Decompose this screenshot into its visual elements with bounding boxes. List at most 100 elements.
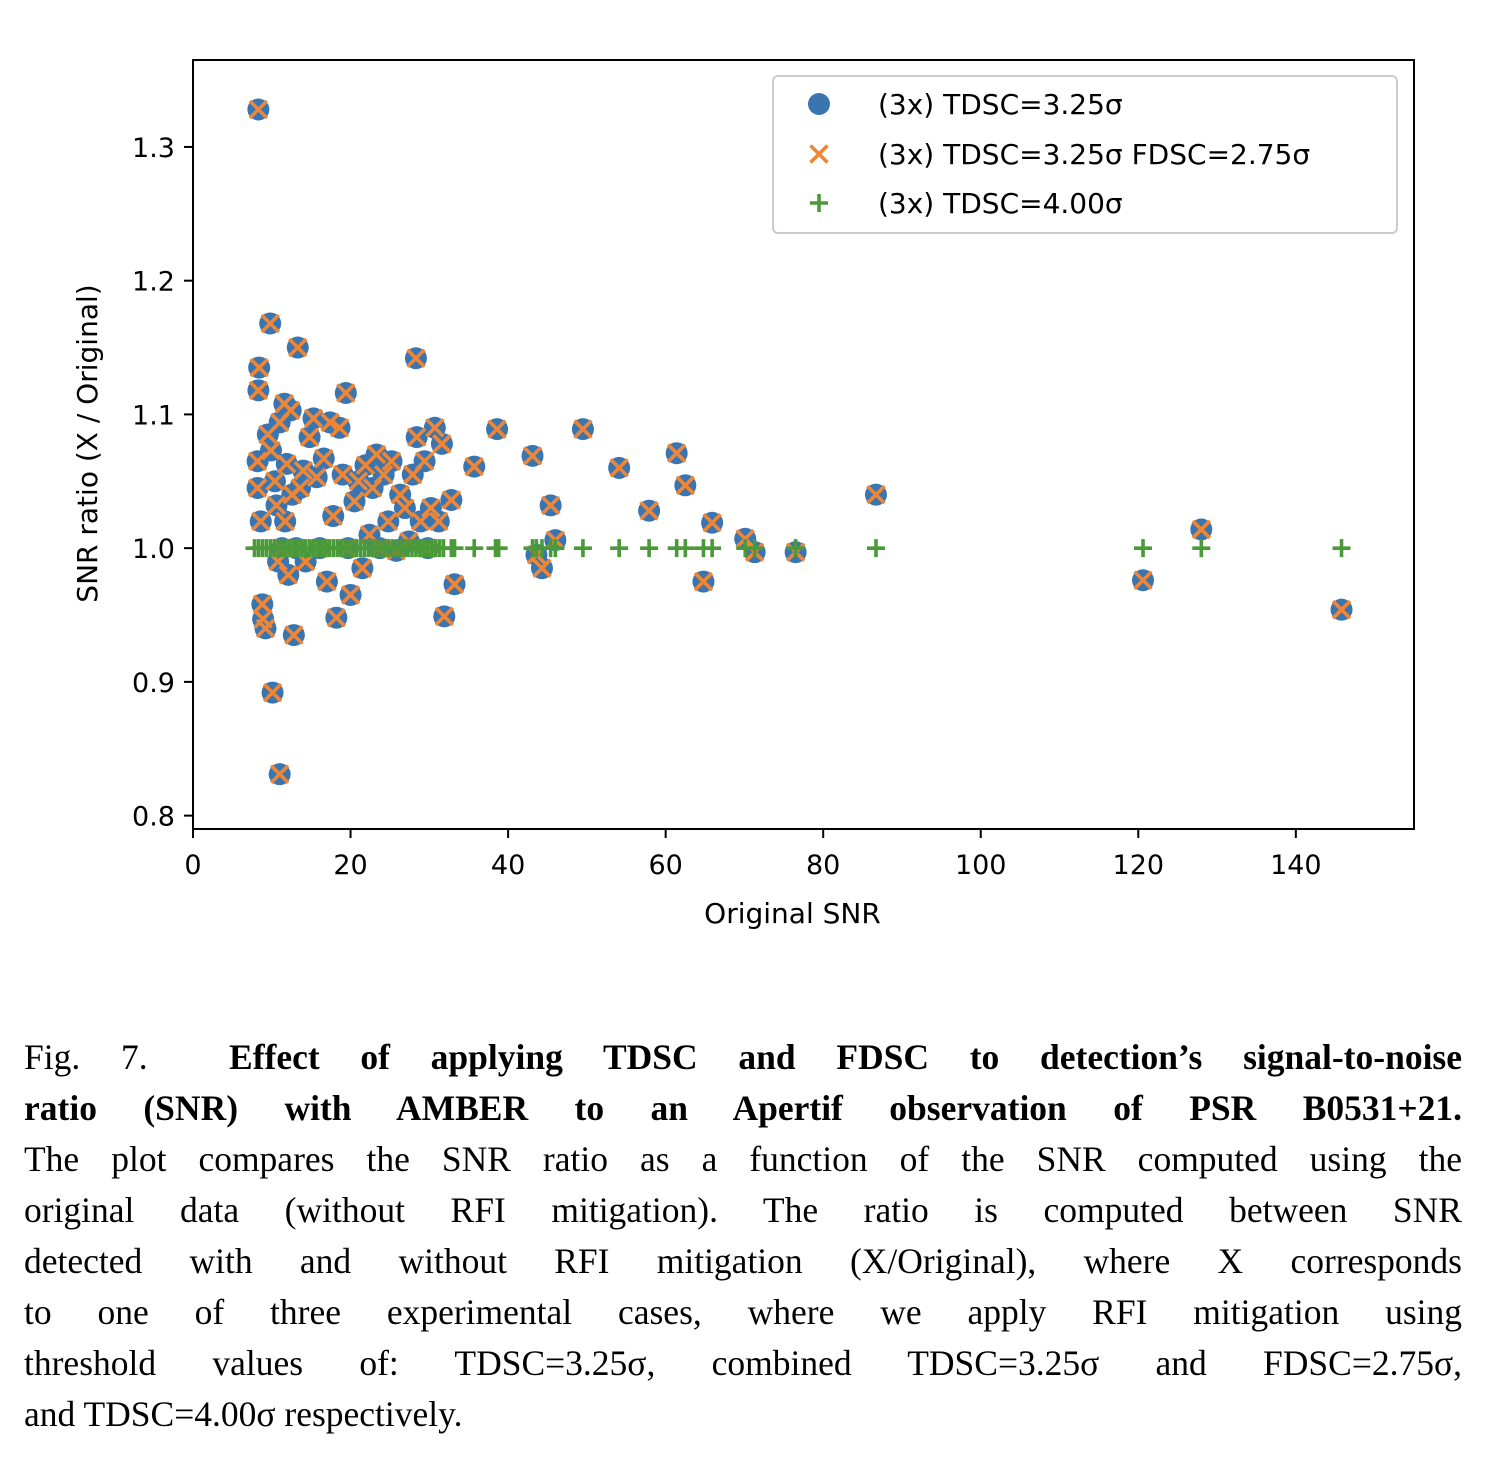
data-point — [666, 443, 687, 463]
legend-marker — [808, 93, 830, 115]
x-tick-label: 60 — [648, 850, 682, 881]
x-tick-label: 80 — [806, 850, 840, 881]
data-point — [745, 539, 764, 558]
x-tick-label: 0 — [184, 850, 201, 881]
data-point — [395, 498, 415, 518]
data-point — [676, 539, 695, 558]
caption-body-line: to one of three experimental cases, wher… — [24, 1292, 1462, 1332]
data-point — [262, 682, 283, 703]
data-point — [249, 357, 269, 378]
data-point — [275, 511, 295, 532]
y-tick-label: 0.9 — [132, 668, 175, 699]
legend-marker — [810, 194, 828, 212]
data-point — [247, 451, 268, 471]
caption-body-line: The plot compares the SNR ratio as a fun… — [24, 1139, 1462, 1179]
caption-line-1: Fig. 7. Effect of applying TDSC and FDSC… — [24, 1032, 1462, 1083]
data-point — [487, 419, 507, 439]
data-point — [406, 348, 426, 369]
data-point — [306, 467, 327, 488]
data-point — [317, 571, 337, 592]
data-point — [326, 607, 347, 628]
caption-label: Fig. 7. — [24, 1037, 148, 1077]
y-tick-label: 0.8 — [132, 802, 175, 833]
data-point — [266, 495, 287, 516]
data-point — [489, 539, 508, 558]
data-point — [702, 512, 722, 533]
data-point — [299, 427, 320, 447]
y-tick-label: 1.1 — [132, 400, 175, 431]
data-point — [329, 418, 350, 438]
legend-entry: (3x) TDSC=3.25σ FDSC=2.75σ — [809, 138, 1310, 171]
data-point — [252, 594, 273, 615]
data-point — [250, 511, 271, 532]
x-tick-label: 140 — [1270, 850, 1322, 881]
data-point — [366, 444, 387, 465]
data-point — [573, 419, 593, 439]
data-point — [381, 451, 402, 471]
data-point — [373, 464, 394, 485]
data-point — [332, 464, 353, 485]
data-point — [278, 565, 299, 585]
data-point — [421, 498, 441, 518]
x-axis-title: Original SNR — [704, 897, 881, 930]
legend-label: (3x) TDSC=3.25σ FDSC=2.75σ — [878, 138, 1310, 171]
legend-entry: (3x) TDSC=3.25σ — [808, 88, 1123, 121]
scatter-chart: 0 20 40 60 80 100 120 140 0.8 0.9 1.0 1.1 1.2 1.3 Orig… — [71, 59, 1415, 930]
data-point — [573, 539, 592, 558]
x-tick-label: 40 — [491, 850, 525, 881]
data-point — [290, 478, 310, 498]
data-point — [410, 511, 431, 532]
data-point — [866, 539, 885, 558]
data-point — [414, 451, 435, 471]
data-point — [390, 484, 410, 505]
data-point — [255, 618, 276, 639]
data-point — [260, 313, 280, 334]
data-point — [320, 412, 340, 433]
data-point — [610, 539, 629, 558]
data-point — [1133, 570, 1153, 591]
y-tick-label: 1.3 — [132, 133, 175, 164]
data-point — [693, 571, 714, 592]
data-point — [609, 458, 629, 478]
data-point — [441, 490, 462, 510]
data-point — [1191, 519, 1212, 540]
caption-body-line: and TDSC=4.00σ respectively. — [24, 1394, 463, 1434]
data-point — [293, 460, 314, 481]
x-tick-label: 20 — [333, 850, 367, 881]
caption-title-1: Effect of applying TDSC and FDSC to dete… — [229, 1037, 1463, 1077]
data-point — [432, 434, 452, 454]
data-point — [532, 558, 552, 578]
data-point — [248, 380, 269, 401]
data-point — [735, 529, 755, 549]
data-point — [546, 539, 565, 558]
caption-body-line: detected with and without RFI mitigation… — [24, 1241, 1462, 1281]
plot-frame — [192, 59, 1415, 830]
data-point — [425, 418, 445, 438]
y-tick-label: 1.2 — [132, 267, 175, 298]
data-point — [522, 446, 543, 466]
data-point — [866, 484, 886, 505]
data-point — [336, 383, 356, 403]
data-point — [445, 539, 464, 558]
data-point — [280, 400, 301, 421]
data-point — [540, 495, 561, 516]
data-point — [303, 408, 324, 429]
data-point — [444, 574, 465, 595]
figure-caption: Fig. 7. Effect of applying TDSC and FDSC… — [24, 1032, 1462, 1440]
legend-marker — [809, 144, 829, 164]
x-tick-label: 100 — [955, 850, 1007, 881]
data-point — [464, 456, 484, 477]
data-point — [406, 427, 427, 447]
data-point — [247, 478, 268, 498]
y-axis-title: SNR ratio (X / Original) — [71, 284, 104, 602]
legend-label: (3x) TDSC=4.00σ — [878, 187, 1123, 220]
data-point — [378, 511, 399, 532]
data-point — [429, 511, 449, 532]
data-point — [348, 471, 369, 492]
data-point — [313, 448, 334, 469]
data-point — [276, 454, 297, 474]
data-point — [248, 99, 269, 120]
data-point — [352, 558, 373, 578]
caption-body-line: threshold values of: TDSC=3.25σ, combine… — [24, 1343, 1462, 1383]
caption-body-line: original data (without RFI mitigation). … — [24, 1190, 1462, 1230]
